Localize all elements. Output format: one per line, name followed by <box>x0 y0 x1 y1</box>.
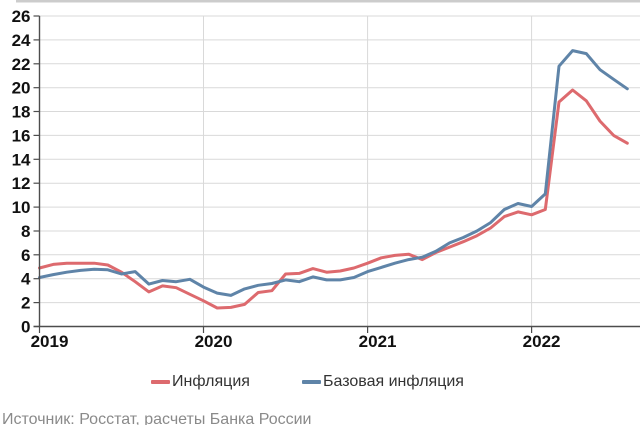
y-axis-label: 24 <box>12 31 31 50</box>
core-inflation-line <box>38 49 629 297</box>
inflation-line <box>38 88 629 310</box>
y-axis-label: 12 <box>12 174 31 193</box>
y-axis-label: 4 <box>21 270 31 289</box>
y-axis-label: 14 <box>12 150 31 169</box>
top-border-line <box>16 0 640 3</box>
y-axis-label: 2 <box>21 294 30 313</box>
y-axis-label: 16 <box>12 126 31 145</box>
x-axis-label: 2020 <box>195 332 233 351</box>
source-note: Источник: Росстат, расчеты Банка России <box>2 411 312 425</box>
x-axis-label: 2019 <box>31 332 69 351</box>
y-axis-label: 26 <box>12 7 31 26</box>
y-axis-label: 10 <box>12 198 31 217</box>
y-axis-label: 8 <box>21 222 30 241</box>
y-axis-label: 22 <box>12 55 31 74</box>
x-axis-label: 2021 <box>359 332 397 351</box>
y-axis-label: 6 <box>21 246 30 265</box>
x-axis-label: 2022 <box>523 332 561 351</box>
y-axis-label: 20 <box>12 79 31 98</box>
y-axis-label: 18 <box>12 103 31 122</box>
y-axis-label: 0 <box>21 318 30 337</box>
